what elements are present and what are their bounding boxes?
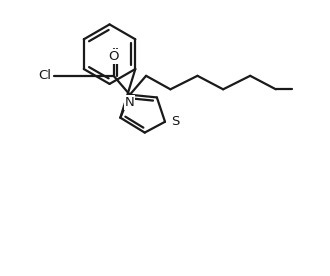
Text: N: N xyxy=(125,96,135,109)
Text: O: O xyxy=(108,50,119,63)
Text: Cl: Cl xyxy=(38,69,51,82)
Text: S: S xyxy=(171,115,179,128)
